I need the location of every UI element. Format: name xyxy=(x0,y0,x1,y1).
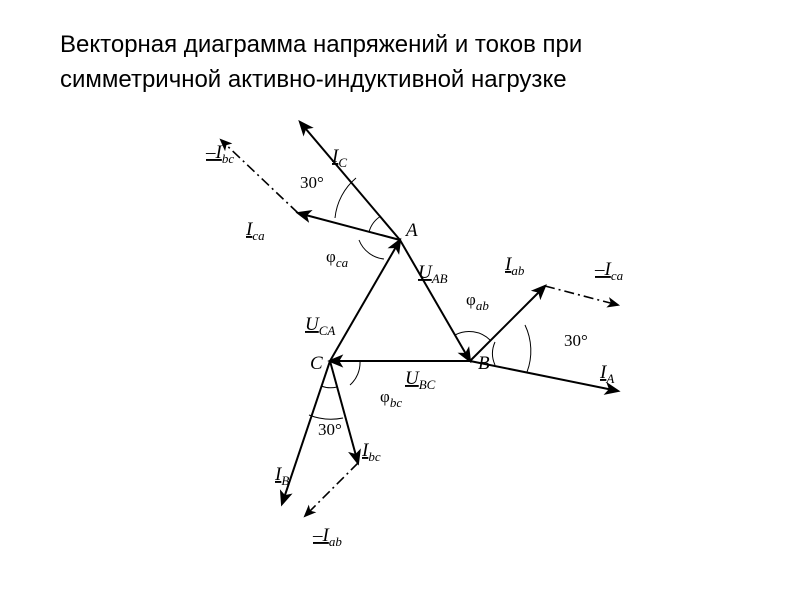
label-U_CA: UCA xyxy=(305,314,335,338)
angle-30-1: 30° xyxy=(318,420,342,439)
arc-4 xyxy=(321,386,337,388)
arc-5 xyxy=(309,415,343,419)
arc-1 xyxy=(493,342,495,365)
label-I_B: IB xyxy=(274,464,289,488)
arc-7 xyxy=(369,216,381,232)
label-U_AB: UAB xyxy=(418,262,448,286)
vec-I_A xyxy=(470,361,618,391)
title-line-2: симметричной активно-индуктивной нагрузк… xyxy=(60,66,567,93)
label-phi_ab: φab xyxy=(466,290,489,313)
label-phi_ca: φca xyxy=(326,247,349,270)
label-I_bc: Ibc xyxy=(361,440,381,464)
diagram-title: Векторная диаграмма напряжений и токов п… xyxy=(60,28,740,98)
arc-3 xyxy=(350,361,360,385)
title-line-1: Векторная диаграмма напряжений и токов п… xyxy=(60,31,582,58)
vec-nI_ab xyxy=(305,463,358,516)
angle-30-2: 30° xyxy=(300,173,324,192)
label-nI_ca: –Ica xyxy=(594,259,624,283)
label-nI_ab: –Iab xyxy=(312,525,342,549)
label-I_A: IA xyxy=(599,362,614,386)
vec-nI_ca xyxy=(545,286,618,305)
arc-0 xyxy=(455,331,490,340)
label-nI_bc: –Ibc xyxy=(205,142,234,166)
vertex-B: B xyxy=(478,353,490,374)
label-U_BC: UBC xyxy=(405,368,436,392)
angle-30-0: 30° xyxy=(564,331,588,350)
arc-2 xyxy=(525,325,531,372)
vertex-C: C xyxy=(310,353,323,374)
vector-diagram: A B C UAB UBC UCA IA IB IC Iab Ibc Ica –Ica –Iab –Ibc φ… xyxy=(100,120,700,580)
label-I_ca: Ica xyxy=(245,219,265,243)
label-I_ab: Iab xyxy=(504,254,525,278)
vertex-A: A xyxy=(404,220,418,241)
label-phi_bc: φbc xyxy=(380,387,402,410)
vec-I_bc xyxy=(330,361,358,463)
arc-6 xyxy=(359,240,384,259)
label-I_C: IC xyxy=(331,146,347,170)
vec-I_ca xyxy=(298,213,400,240)
edge-U-AB xyxy=(400,240,470,361)
